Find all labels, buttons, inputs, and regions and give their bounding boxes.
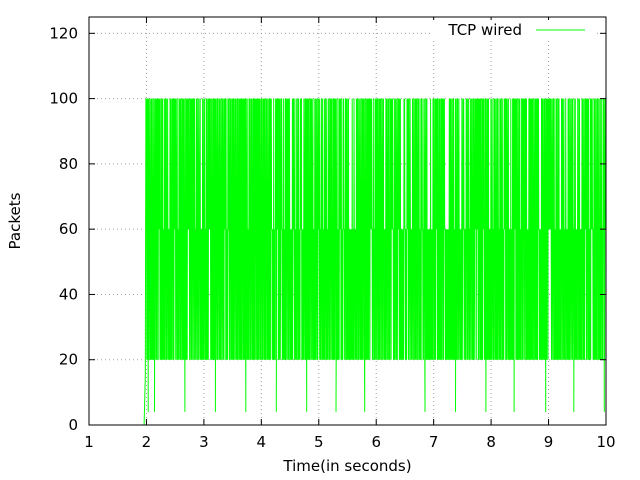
series-line-tcp-wired: [143, 98, 607, 426]
x-tick-label: 5: [314, 433, 324, 451]
y-axis-label: Packets: [6, 192, 24, 249]
x-tick-label: 1: [84, 433, 94, 451]
legend: TCP wired: [433, 20, 595, 40]
y-tick-label: 20: [59, 351, 78, 369]
x-tick-label: 8: [486, 433, 496, 451]
y-tick-label: 100: [49, 90, 78, 108]
y-tick-label: 120: [49, 24, 78, 42]
series-tcp-wired: [143, 98, 607, 426]
x-axis-label: Time(in seconds): [282, 457, 411, 475]
x-tick-label: 7: [429, 433, 439, 451]
legend-background: [433, 20, 595, 40]
y-tick-label: 80: [59, 155, 78, 173]
x-tick-label: 2: [142, 433, 152, 451]
legend-label-tcp-wired: TCP wired: [447, 21, 522, 39]
y-tick-label: 60: [59, 220, 78, 238]
x-tick-label: 10: [596, 433, 615, 451]
x-tick-label: 3: [199, 433, 209, 451]
y-tick-label: 0: [68, 416, 78, 434]
x-tick-label: 4: [257, 433, 267, 451]
y-tick-label: 40: [59, 285, 78, 303]
x-tick-label: 6: [371, 433, 381, 451]
x-tick-label: 9: [544, 433, 554, 451]
plot-frame: [88, 16, 607, 426]
